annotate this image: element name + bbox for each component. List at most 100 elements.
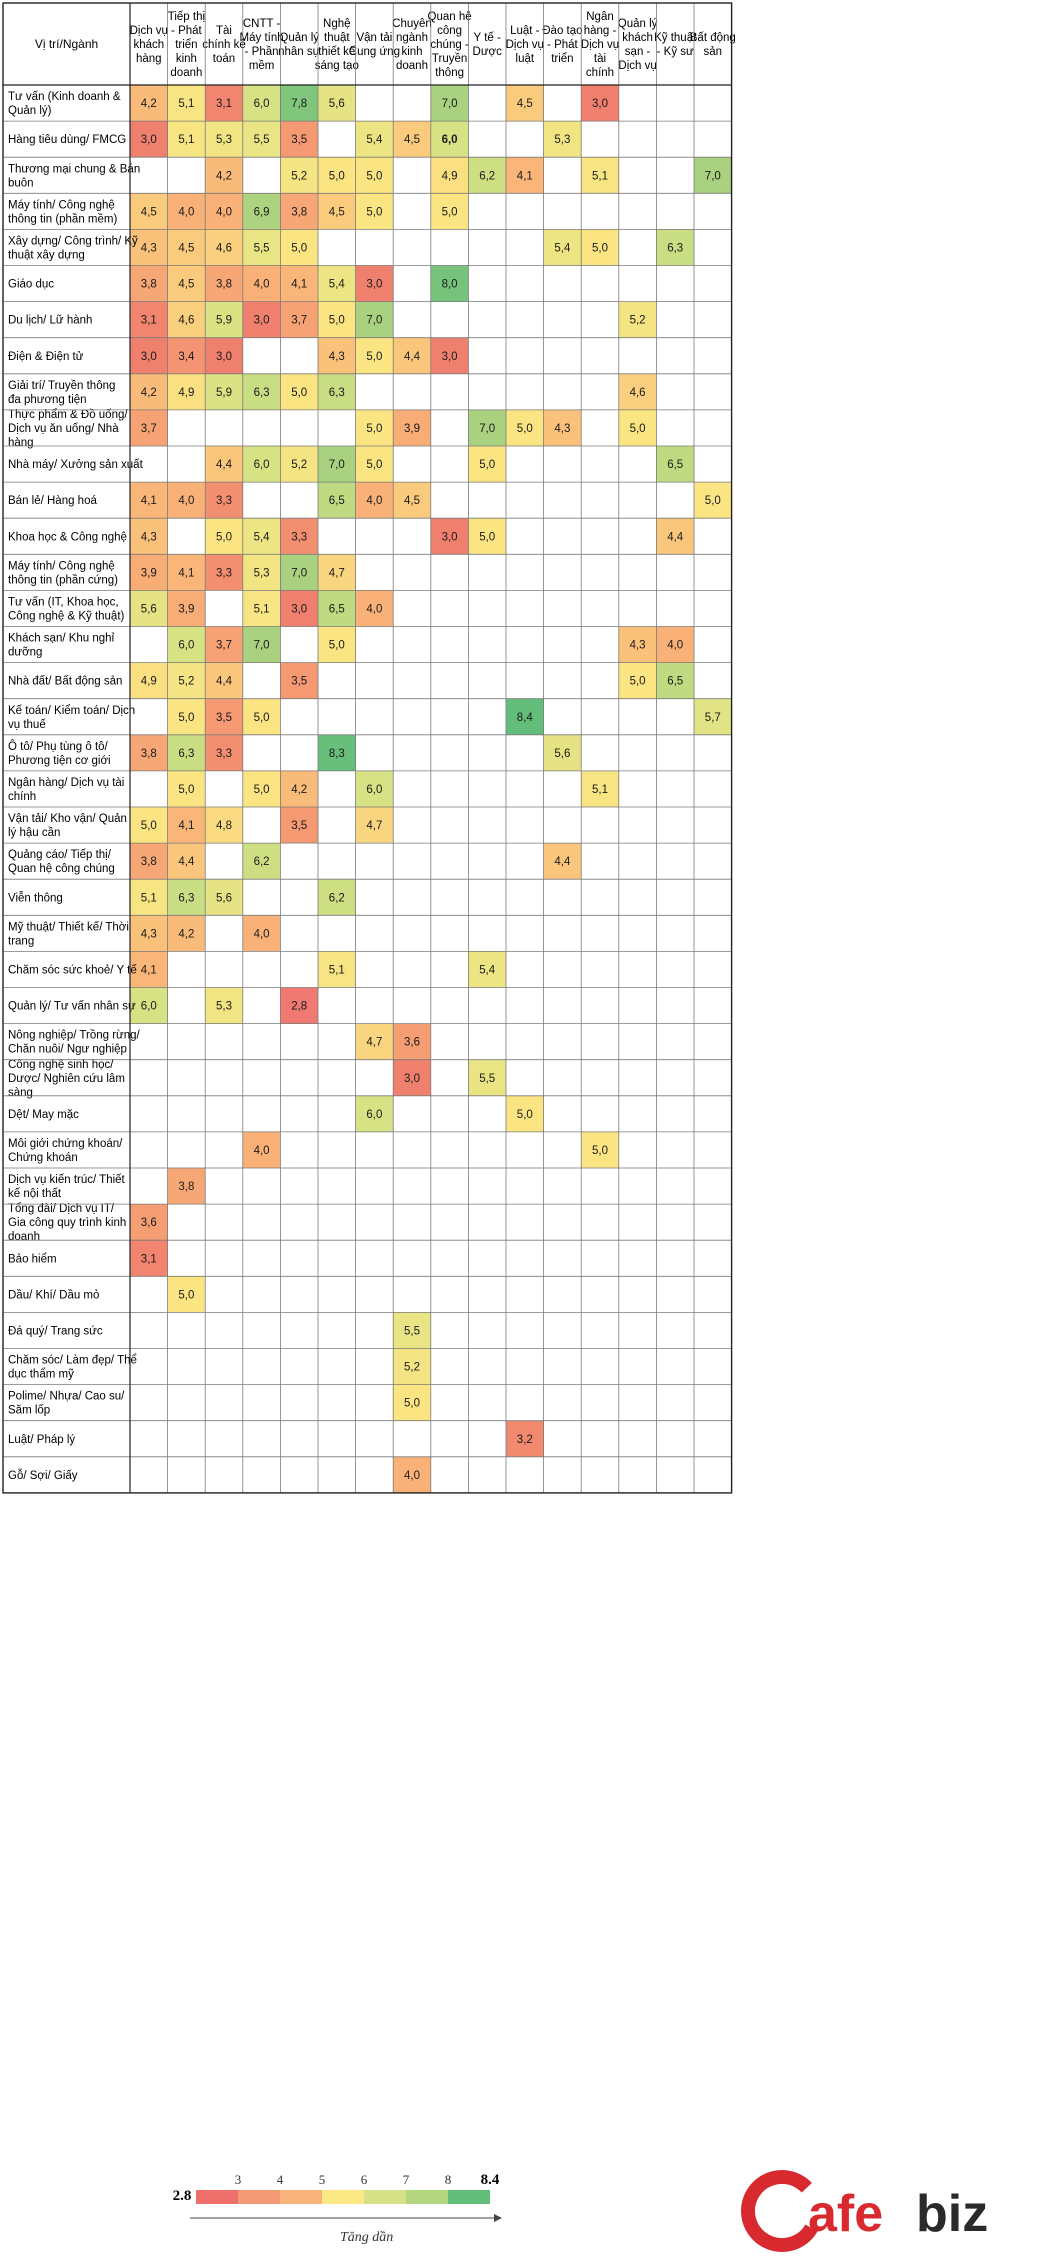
heatmap-cell	[656, 121, 694, 158]
heatmap-cell	[543, 662, 582, 699]
heatmap-cell	[130, 1131, 168, 1168]
cell-value: 5,6	[141, 603, 157, 615]
cell-value: 8,3	[329, 748, 345, 760]
row-label: Viễn thông	[8, 891, 63, 904]
heatmap-cell	[167, 987, 206, 1024]
heatmap-cell	[506, 482, 544, 519]
heatmap-cell	[543, 157, 582, 194]
heatmap-cell	[393, 1204, 431, 1241]
heatmap-cell	[656, 951, 694, 988]
heatmap-cell	[468, 951, 506, 988]
legend-tick: 2.8	[172, 2188, 192, 2204]
heatmap-cell	[355, 1240, 394, 1277]
heatmap-cell	[430, 1456, 469, 1493]
heatmap-cell	[318, 951, 356, 988]
heatmap-cell	[506, 1240, 544, 1277]
heatmap-cell	[506, 1348, 544, 1385]
heatmap-cell	[355, 626, 394, 663]
heatmap-cell	[506, 1384, 544, 1421]
heatmap-cell	[318, 1131, 356, 1168]
heatmap-cell	[393, 121, 431, 158]
heatmap-cell	[468, 518, 506, 555]
heatmap-cell	[618, 1348, 657, 1385]
cell-value: 6,5	[667, 459, 683, 471]
heatmap-cell	[167, 590, 206, 627]
row-label: Khoa học & Công nghệ	[8, 531, 127, 543]
heatmap-cell	[280, 915, 318, 952]
heatmap-cell	[167, 1168, 206, 1205]
heatmap-cell	[167, 229, 206, 266]
heatmap-cell	[656, 1204, 694, 1241]
heatmap-cell	[543, 229, 582, 266]
heatmap-cell	[694, 698, 732, 735]
heatmap-cell	[318, 734, 356, 771]
heatmap-cell	[581, 157, 619, 194]
heatmap-cell	[130, 157, 168, 194]
heatmap-cell	[355, 843, 394, 880]
heatmap-cell	[543, 1023, 582, 1060]
heatmap-cell	[581, 1384, 619, 1421]
cell-value: 3,8	[141, 279, 157, 291]
heatmap-cell	[355, 662, 394, 699]
cell-value: 5,1	[329, 964, 345, 976]
heatmap-cell	[581, 229, 619, 266]
heatmap-cell	[543, 987, 582, 1024]
heatmap-cell	[506, 193, 544, 230]
legend-tick: 6	[360, 2172, 368, 2187]
row-label: Bán lẻ/ Hàng hoá	[8, 495, 97, 507]
heatmap-cell	[694, 1095, 732, 1132]
heatmap-cell	[656, 626, 694, 663]
heatmap-cell	[581, 337, 619, 374]
heatmap-cell	[167, 157, 206, 194]
heatmap-cell	[581, 1420, 619, 1457]
heatmap-cell	[694, 157, 732, 194]
row-label: Giải trí/ Truyền thông đa phương tiện	[8, 380, 115, 406]
heatmap-cell	[694, 590, 732, 627]
heatmap-cell	[468, 1204, 506, 1241]
heatmap-cell	[656, 1312, 694, 1349]
heatmap-cell	[543, 1204, 582, 1241]
cell-value: 5,0	[254, 784, 270, 796]
heatmap-cell	[656, 1131, 694, 1168]
heatmap-cell	[393, 229, 431, 266]
row-label: Du lịch/ Lữ hành	[8, 315, 92, 327]
heatmap-cell	[430, 554, 469, 591]
heatmap-cell	[694, 229, 732, 266]
heatmap-cell	[543, 734, 582, 771]
row-label: Điện & Điện tử	[8, 351, 84, 363]
cell-value: 3,8	[291, 206, 307, 218]
cell-value: 3,3	[216, 495, 232, 507]
cell-value: 7,8	[291, 98, 307, 110]
heatmap-cell	[468, 1131, 506, 1168]
heatmap-cell	[205, 337, 243, 374]
cell-value: 4,0	[178, 206, 194, 218]
heatmap-cell	[242, 662, 281, 699]
row-label: Quảng cáo/ Tiếp thị/Quan hệ công chúng	[8, 849, 115, 875]
heatmap-cell	[543, 590, 582, 627]
grid-border	[2, 2, 733, 1494]
legend-tick: 5	[318, 2172, 326, 2187]
cell-value: 4,6	[630, 387, 646, 399]
heatmap-cell	[430, 698, 469, 735]
heatmap-cell	[355, 554, 394, 591]
heatmap-cell	[318, 590, 356, 627]
cell-value: 6,0	[366, 1109, 382, 1121]
cell-value: 4,6	[178, 315, 194, 327]
heatmap-cell	[694, 1168, 732, 1205]
heatmap-cell	[280, 1023, 318, 1060]
heatmap-cell	[280, 1240, 318, 1277]
heatmap-cell	[280, 446, 318, 483]
heatmap-cell	[280, 1168, 318, 1205]
heatmap-cell	[242, 518, 281, 555]
heatmap-cell	[205, 373, 243, 410]
heatmap-cell	[581, 987, 619, 1024]
heatmap-cell	[393, 1240, 431, 1277]
heatmap-cell	[355, 409, 394, 446]
heatmap-cell	[656, 482, 694, 519]
heatmap-cell	[205, 626, 243, 663]
cell-value: 5,1	[178, 134, 194, 146]
heatmap-cell	[506, 1456, 544, 1493]
heatmap-cell	[581, 879, 619, 916]
heatmap-cell	[318, 373, 356, 410]
heatmap-cell	[543, 193, 582, 230]
